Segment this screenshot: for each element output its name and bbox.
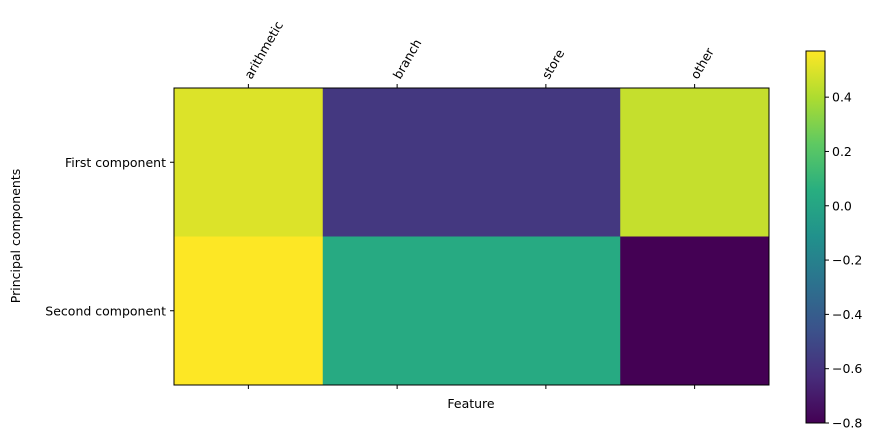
colorbar-ticks: 0.4 0.2 0.0 −0.2 −0.4 −0.6 −0.8 xyxy=(825,90,862,431)
heatmap-cells xyxy=(174,88,770,386)
heatmap-cell xyxy=(620,236,770,386)
y-tick-label: Second component xyxy=(45,303,166,318)
colorbar-tick-label: −0.4 xyxy=(832,307,862,322)
x-axis-label: Feature xyxy=(447,396,495,411)
x-tick-label: branch xyxy=(390,36,425,81)
colorbar-tick-label: −0.8 xyxy=(832,416,862,431)
x-tick-label: arithmetic xyxy=(241,18,286,81)
y-axis-ticks: First component Second component xyxy=(45,155,174,318)
heatmap-cell xyxy=(174,88,324,237)
plot-frame xyxy=(173,87,770,386)
y-axis-label: Principal components xyxy=(8,169,23,303)
heatmap-cell xyxy=(322,236,472,386)
colorbar-tick-label: 0.4 xyxy=(832,90,852,105)
colorbar xyxy=(805,50,826,424)
colorbar-tick-label: −0.2 xyxy=(832,253,862,268)
heatmap-cell xyxy=(620,88,770,237)
heatmap-cell xyxy=(471,236,621,386)
colorbar-tick-label: −0.6 xyxy=(832,361,862,376)
heatmap-cell xyxy=(174,236,324,386)
heatmap-cell xyxy=(471,88,621,237)
colorbar-tick-label: 0.2 xyxy=(832,144,852,159)
x-tick-label: store xyxy=(538,46,567,81)
y-tick-label: First component xyxy=(65,155,166,170)
colorbar-tick-label: 0.0 xyxy=(832,198,852,213)
x-tick-label: other xyxy=(687,44,717,81)
heatmap-cell xyxy=(322,88,472,237)
